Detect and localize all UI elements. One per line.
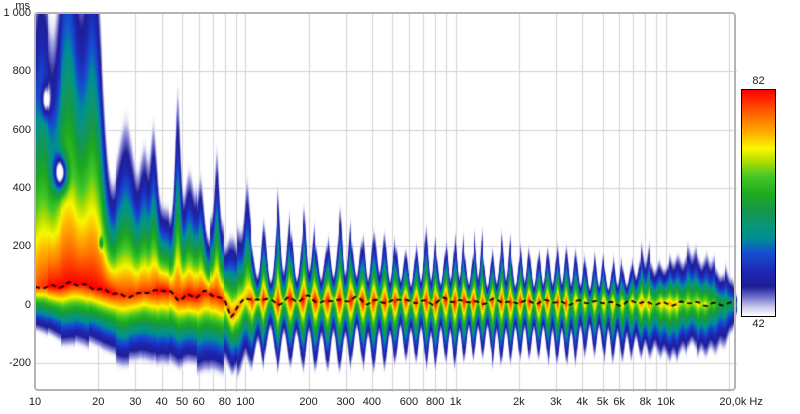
colorbar-min-label: 42 [752,318,765,330]
y-tick-label: 600 [12,123,31,136]
y-tick-label: 1 000 [3,7,31,19]
x-tick-label: 800 [425,396,445,408]
y-axis-unit-label: ms [15,0,30,12]
y-tick-label: 800 [12,65,31,78]
x-tick-label: 40 [155,396,168,408]
y-tick-label: 400 [12,181,31,194]
x-tick-label: 4k [576,396,588,408]
x-tick-label: 50 [175,396,189,408]
x-tick-label: 10 [28,396,42,408]
x-tick-label: 10k [656,396,675,408]
x-tick-label: 20 [92,396,105,408]
x-tick-label: 8k [639,396,652,408]
x-tick-label: 60 [192,396,205,408]
y-tick-label: 0 [24,298,31,311]
colorbar-max-label: 82 [752,75,765,87]
x-tick-label: 300 [336,396,355,408]
x-tick-label: 1k [449,396,462,408]
x-tick-label: 200 [299,396,318,408]
y-tick-label: 200 [12,240,31,253]
x-tick-label: 20,0k Hz [719,396,763,408]
colorbar: 82 42 [741,75,776,331]
x-tick-label: 600 [399,396,419,408]
y-tick-label: -200 [8,356,31,369]
x-tick-label: 80 [218,396,232,408]
x-tick-label: 6k [613,396,625,408]
x-tick-label: 400 [362,396,382,408]
colorbar-gradient [741,89,776,317]
x-tick-label: 2k [513,396,525,408]
x-tick-label: 3k [550,396,562,408]
x-tick-label: 30 [129,396,142,408]
x-tick-label: 100 [236,396,255,408]
x-tick-label: 5k [596,396,609,408]
